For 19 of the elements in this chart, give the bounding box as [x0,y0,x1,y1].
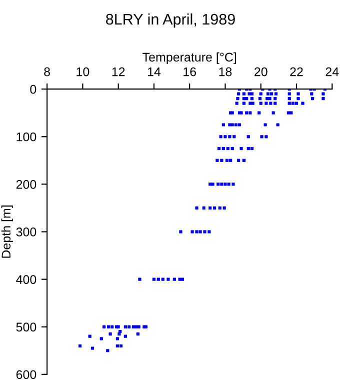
chart-title: 8LRY in April, 1989 [106,13,235,28]
x-tick-label: 20 [254,67,268,76]
x-tick-label: 18 [219,67,232,76]
y-tick-label: 600 [16,370,36,380]
x-tick-label: 10 [76,67,90,76]
x-axis-title: Temperature [°C] [142,52,236,64]
x-tick-label: 16 [184,67,196,76]
x-tick-label: 8 [44,67,50,76]
x-tick-label: 22 [290,67,303,76]
x-tick-label: 12 [112,67,125,76]
y-tick-label: 300 [16,228,36,236]
y-tick-label: 200 [16,180,36,189]
y-axis-title: Depth [m] [1,206,14,258]
x-tick-label: 14 [148,67,161,76]
x-tick-label: 24 [326,67,339,76]
y-tick-label: 0 [30,84,36,94]
y-tick-label: 500 [16,322,36,332]
y-tick-label: 100 [16,132,36,142]
y-tick-label: 400 [16,275,36,284]
